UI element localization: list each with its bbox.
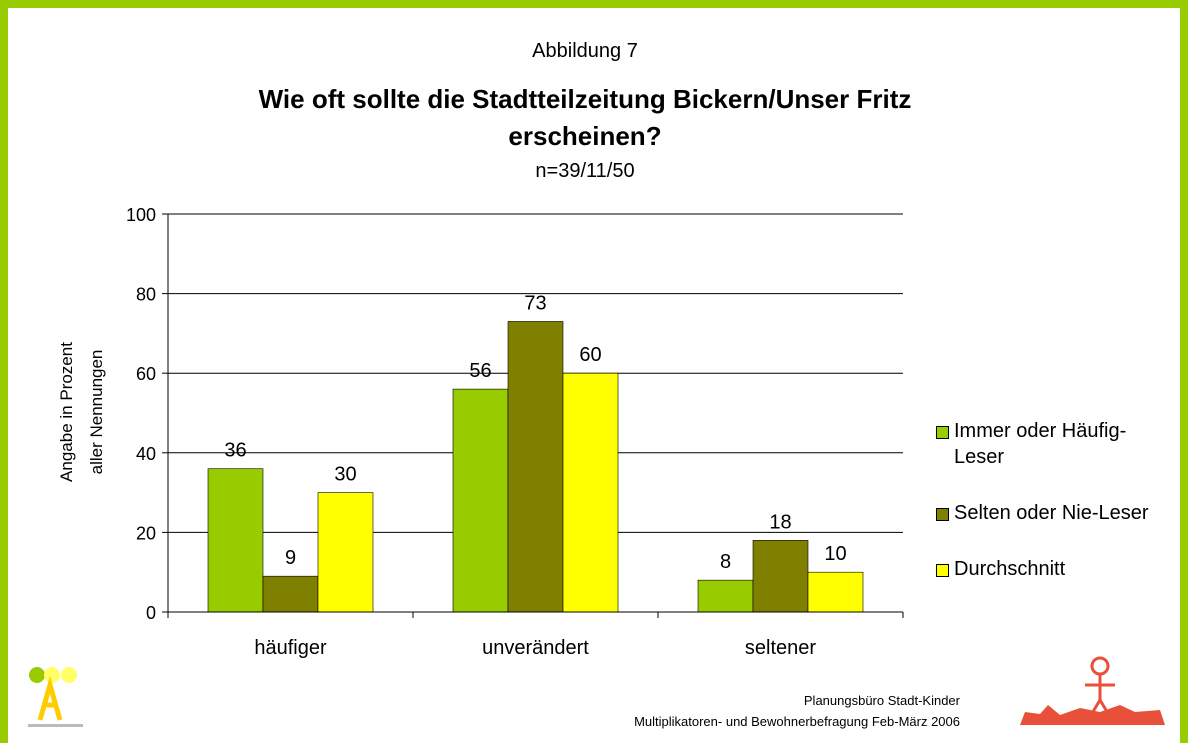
data-label: 8 (720, 551, 731, 573)
bar (697, 579, 754, 613)
data-label: 36 (224, 440, 246, 462)
x-tick-label: unverändert (482, 637, 589, 659)
data-label: 73 (524, 292, 546, 314)
legend-item: Durchschnitt (936, 556, 1176, 582)
bar (452, 388, 509, 613)
pretitle: Abbildung 7 (532, 40, 638, 62)
legend-label: Durchschnitt (954, 558, 1066, 580)
y-tick-label: 0 (146, 603, 156, 623)
y-label: Angabe in Prozent aller Nennungen (57, 342, 106, 482)
legend: Immer oder Häufig-Leser Selten oder Nie-L… (936, 418, 1176, 612)
bar (507, 321, 564, 613)
bar (807, 571, 864, 613)
data-label: 30 (334, 464, 356, 486)
y-label-line: Angabe in Prozent (57, 342, 76, 482)
bar (317, 492, 374, 613)
y-tick-label: 40 (136, 444, 156, 464)
x-tick-label: seltener (745, 637, 816, 659)
bar (752, 540, 809, 613)
bar (207, 468, 264, 613)
chart-title: Wie oft sollte die Stadtteilzeitung Bick… (258, 84, 912, 151)
y-tick-label: 100 (126, 205, 156, 225)
y-tick-label: 80 (136, 285, 156, 305)
data-label: 60 (579, 344, 601, 366)
footer-line: Planungsbüro Stadt-Kinder (804, 693, 961, 708)
y-tick-label: 20 (136, 523, 156, 543)
subtitle: n=39/11/50 (535, 160, 635, 182)
footer-line: Multiplikatoren- und Bewohnerbefragung F… (634, 714, 960, 729)
y-label-line: aller Nennungen (87, 350, 106, 475)
legend-swatch (936, 564, 949, 577)
legend-swatch (936, 426, 949, 439)
data-label: 10 (824, 543, 846, 565)
data-label: 56 (469, 360, 491, 382)
logo-left (28, 667, 83, 727)
legend-label: Selten oder Nie-Leser (954, 502, 1149, 524)
x-tick-label: häufiger (254, 637, 327, 659)
bar (562, 372, 619, 613)
y-tick-label: 60 (136, 364, 156, 384)
logo-right (1020, 656, 1165, 725)
data-label: 18 (769, 511, 791, 533)
legend-item: Immer oder Häufig-Leser (936, 418, 1176, 470)
legend-item: Selten oder Nie-Leser (936, 500, 1176, 526)
data-label: 9 (285, 547, 296, 569)
legend-label: Immer oder Häufig-Leser (954, 420, 1127, 468)
legend-swatch (936, 508, 949, 521)
bar (262, 575, 319, 613)
